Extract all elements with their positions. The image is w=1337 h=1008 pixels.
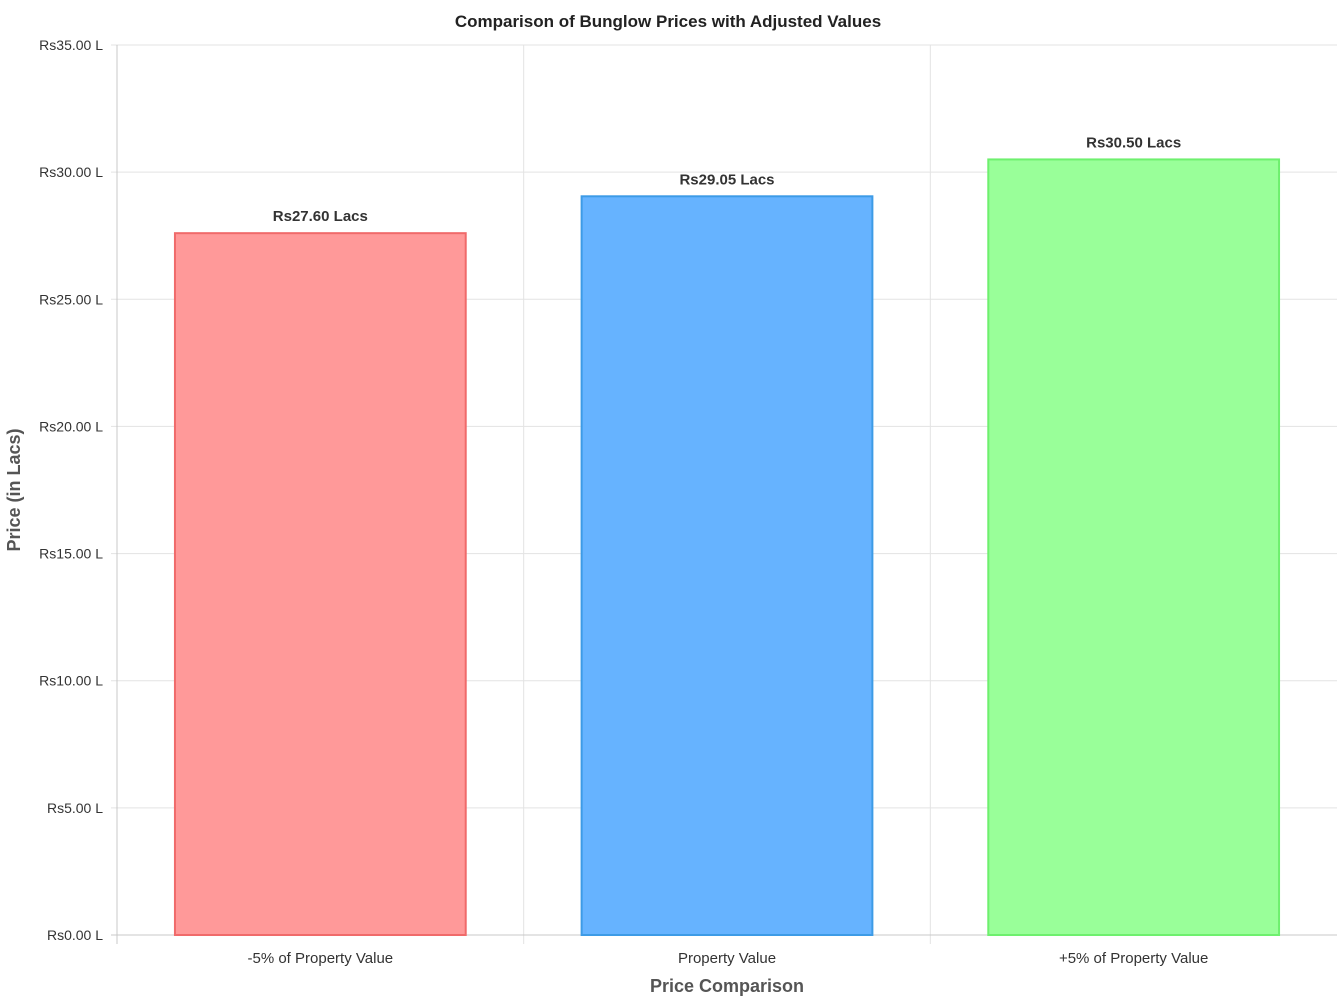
y-tick-label: Rs35.00 L — [39, 37, 103, 53]
x-tick-label: +5% of Property Value — [1059, 950, 1208, 967]
y-tick-label: Rs30.00 L — [39, 164, 103, 180]
bar-data-label: Rs27.60 Lacs — [273, 208, 368, 225]
bar-data-label: Rs29.05 Lacs — [679, 171, 774, 188]
x-tick-label: -5% of Property Value — [248, 950, 394, 967]
y-tick-label: Rs0.00 L — [47, 927, 103, 943]
y-axis-title: Price (in Lacs) — [4, 428, 24, 551]
x-axis-title: Price Comparison — [650, 976, 804, 996]
y-tick-label: Rs10.00 L — [39, 673, 103, 689]
y-tick-label: Rs25.00 L — [39, 291, 103, 307]
x-tick-label: Property Value — [678, 950, 776, 967]
y-tick-label: Rs15.00 L — [39, 546, 103, 562]
bar — [987, 158, 1281, 936]
data-labels: Rs27.60 Lacs Rs29.05 Lacs Rs30.50 Lacs — [273, 134, 1181, 225]
tick-labels: Rs0.00 L Rs5.00 L Rs10.00 L Rs15.00 L Rs20.0… — [39, 37, 1208, 967]
chart-title: Comparison of Bunglow Prices with Adjust… — [455, 12, 881, 31]
bar — [173, 232, 467, 936]
y-tick-label: Rs20.00 L — [39, 418, 103, 434]
bar — [580, 195, 874, 937]
bars — [173, 158, 1281, 937]
bar-data-label: Rs30.50 Lacs — [1086, 134, 1181, 151]
y-tick-label: Rs5.00 L — [47, 800, 103, 816]
